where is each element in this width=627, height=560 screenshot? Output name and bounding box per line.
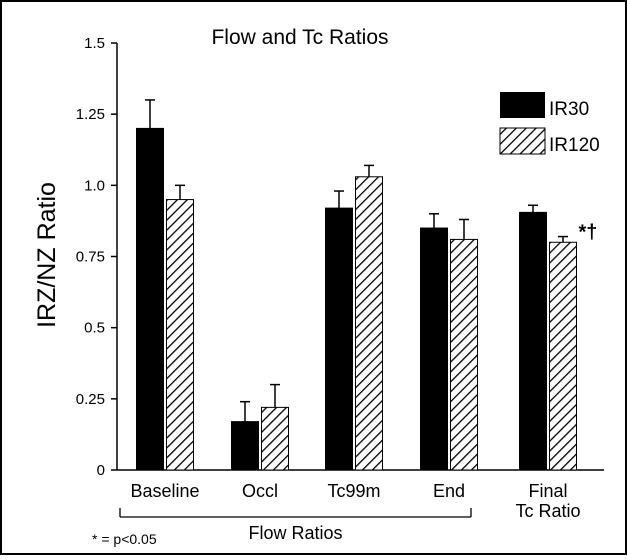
significance-annotation: *† [579,221,598,243]
bar-ir30-4 [519,211,547,471]
bar-ir120-4 [549,241,577,471]
footnote: * = p<0.05 [92,531,157,547]
legend-swatch-ir120 [499,127,546,155]
y-axis-label: IRZ/NZ Ratio [33,182,61,328]
y-tick-label: 0.5 [84,320,105,337]
bar-ir30-3 [420,227,448,471]
bracket-label: Flow Ratios [248,523,342,543]
y-tick-label: 1.0 [84,177,105,194]
bars [136,127,577,471]
x-tick-label: Tc Ratio [515,501,580,521]
y-tick-label: 0.75 [76,249,105,266]
x-tick-label: Baseline [130,481,199,501]
x-tick-label: Occl [242,481,278,501]
bar-ir30-1 [231,421,259,471]
y-ticks: 0 0.25 0.5 0.75 1.0 1.25 1.5 [76,35,117,479]
annotations: *† [579,221,598,243]
x-tick-label: End [433,481,465,501]
y-tick-label: 1.25 [76,106,105,123]
bar-ir30-0 [136,127,164,471]
y-tick-label: 1.5 [84,35,105,52]
error-bars [145,99,568,422]
bar-ir30-2 [325,207,353,471]
y-tick-label: 0 [97,462,105,479]
x-tick-label: Tc99m [327,481,380,501]
legend: IR30 IR120 [499,92,600,156]
legend-label-ir120: IR120 [549,135,600,156]
chart-title: Flow and Tc Ratios [211,26,388,49]
bar-ir120-2 [355,176,383,471]
bar-ir120-3 [450,238,478,471]
bar-ir120-1 [261,406,289,471]
bar-ir120-0 [166,199,194,471]
y-tick-label: 0.25 [76,391,105,408]
legend-label-ir30: IR30 [549,99,589,120]
group-bracket: Flow Ratios [119,508,472,543]
x-tick-label: Final [528,481,567,501]
legend-swatch-ir30 [500,92,545,118]
